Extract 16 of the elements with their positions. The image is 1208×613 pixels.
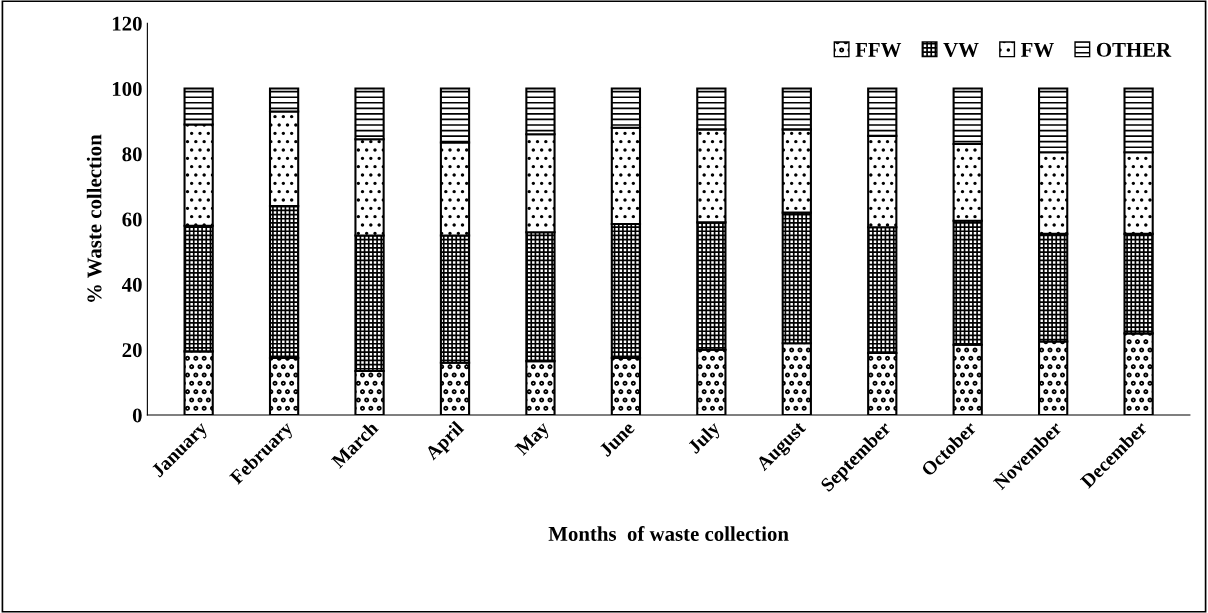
legend-label: OTHER <box>1096 42 1172 57</box>
y-axis-title: % Waste collection <box>86 134 102 302</box>
x-tick-label: June <box>598 420 636 458</box>
x-axis-title: Months of waste collection <box>548 526 789 541</box>
legend-label: VW <box>943 42 979 57</box>
legend-label: FW <box>1021 42 1054 57</box>
x-tick-label: July <box>686 419 724 457</box>
legend-label: FFW <box>855 42 902 57</box>
y-tick-label: 0 <box>132 408 142 423</box>
y-tick-label: 120 <box>112 16 142 31</box>
y-tick-label: 100 <box>112 81 142 97</box>
y-tick-label: 20 <box>122 343 142 358</box>
y-tick-label: 40 <box>121 277 142 292</box>
x-tick-label: May <box>514 420 553 459</box>
y-tick-label: 80 <box>122 147 142 162</box>
y-tick-label: 60 <box>122 212 142 227</box>
